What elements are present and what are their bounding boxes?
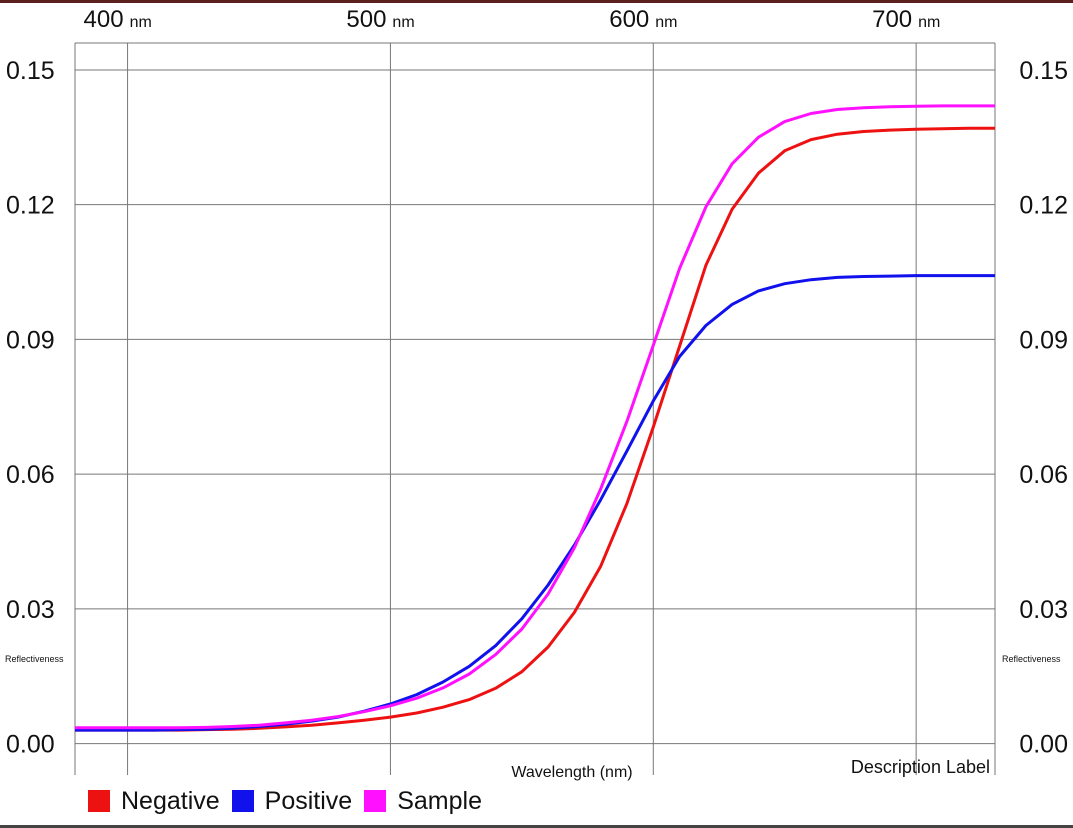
x-tick-label-700: 700	[872, 6, 912, 33]
x-tick-unit-600: nm	[655, 14, 677, 31]
legend-item-negative: Negative	[88, 787, 220, 816]
x-tick-labels: 400 nm 500 nm 600 nm 700 nm	[84, 6, 941, 33]
series-line-negative	[75, 126, 995, 732]
legend-label-sample: Sample	[397, 786, 482, 815]
bottom-border	[0, 825, 1073, 828]
series-line-positive	[75, 274, 995, 732]
x-tick-label-400: 400	[84, 6, 124, 33]
y-tick-label-right-0.00: 0.00	[1019, 731, 1068, 759]
legend-item-positive: Positive	[231, 786, 353, 816]
y-tick-label-right-0.06: 0.06	[1019, 461, 1068, 489]
x-tick-label-500: 500	[346, 6, 386, 33]
y-axis-label-right: Reflectiveness	[1002, 654, 1061, 664]
y-tick-label-left-0.06: 0.06	[6, 461, 55, 489]
legend-swatch-positive	[231, 790, 254, 812]
x-tick-unit-700: nm	[918, 14, 940, 31]
y-axis-label-left: Reflectiveness	[5, 654, 64, 664]
grid	[74, 42, 996, 775]
y-tick-label-left-0.12: 0.12	[6, 192, 55, 220]
x-tick-unit-400: nm	[130, 14, 152, 31]
y-tick-label-right-0.09: 0.09	[1019, 326, 1068, 354]
y-tick-label-left-0.03: 0.03	[6, 596, 55, 624]
legend-label-positive: Positive	[264, 786, 353, 815]
legend: Negative Positive Sample	[88, 786, 494, 816]
x-axis-label: Wavelength (nm)	[511, 764, 632, 781]
y-tick-label-right-0.03: 0.03	[1019, 596, 1068, 624]
legend-label-negative: Negative	[121, 786, 220, 815]
y-tick-label-left-0.00: 0.00	[6, 731, 55, 759]
legend-swatch-sample	[364, 790, 387, 812]
description-label: Description Label	[851, 757, 990, 777]
y-tick-label-right-0.15: 0.15	[1019, 57, 1068, 85]
y-tick-label-right-0.12: 0.12	[1019, 192, 1068, 220]
legend-item-sample: Sample	[364, 787, 482, 816]
y-tick-label-left-0.15: 0.15	[6, 57, 55, 85]
x-tick-label-600: 600	[609, 6, 649, 33]
y-tick-label-left-0.09: 0.09	[6, 326, 55, 354]
top-border	[0, 0, 1073, 3]
x-tick-unit-500: nm	[392, 14, 414, 31]
series-line-sample	[75, 104, 995, 730]
y-tick-labels: 0.00 0.00 0.03 0.03 0.06 0.06 0.09 0.09 0.12 0.12…	[6, 57, 1068, 759]
series-lines	[75, 104, 995, 732]
legend-swatch-negative	[88, 790, 110, 812]
